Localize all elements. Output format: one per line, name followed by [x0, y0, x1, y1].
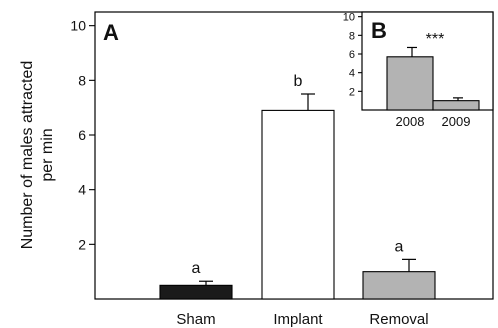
- significance-letter: a: [192, 260, 201, 277]
- y-tick-label: 6: [349, 49, 355, 61]
- y-tick-label: 2: [78, 236, 86, 252]
- bar-sham: [159, 284, 233, 300]
- y-tick-label: 8: [349, 30, 355, 42]
- bar-2008: [386, 56, 434, 111]
- significance-letter: b: [294, 73, 303, 90]
- panel-a: A 2 4 6 8 10 a b a Sham Implant Removal Number o…: [19, 11, 494, 328]
- y-tick-label: 8: [78, 72, 86, 88]
- y-tick-label: 10: [70, 18, 86, 34]
- significance-letter: a: [395, 238, 404, 255]
- y-tick-label: 10: [343, 12, 355, 24]
- bar-2009: [432, 100, 480, 111]
- category-label: Sham: [176, 311, 215, 328]
- panel-b-inset: B *** 2 4 6 8 10 2008 2009: [343, 11, 494, 129]
- y-axis-label-line-1: Number of males attracted: [19, 61, 36, 250]
- y-axis-label: Number of males attracted per min: [19, 61, 56, 250]
- panel-label-b: B: [371, 18, 387, 43]
- bar-implant: [261, 109, 335, 300]
- y-tick-label: 4: [78, 182, 86, 198]
- y-tick-label: 2: [349, 86, 355, 98]
- y-tick-label: 4: [349, 68, 355, 80]
- significance-label-b: ***: [426, 31, 445, 48]
- bar-removal: [362, 271, 436, 300]
- panel-label-a: A: [103, 20, 119, 45]
- y-tick-label: 6: [78, 127, 86, 143]
- category-label: 2009: [442, 114, 471, 129]
- category-label: Implant: [273, 311, 323, 328]
- y-axis-label-line-2: per min: [39, 128, 56, 181]
- category-label: Removal: [369, 311, 428, 328]
- category-label: 2008: [396, 114, 425, 129]
